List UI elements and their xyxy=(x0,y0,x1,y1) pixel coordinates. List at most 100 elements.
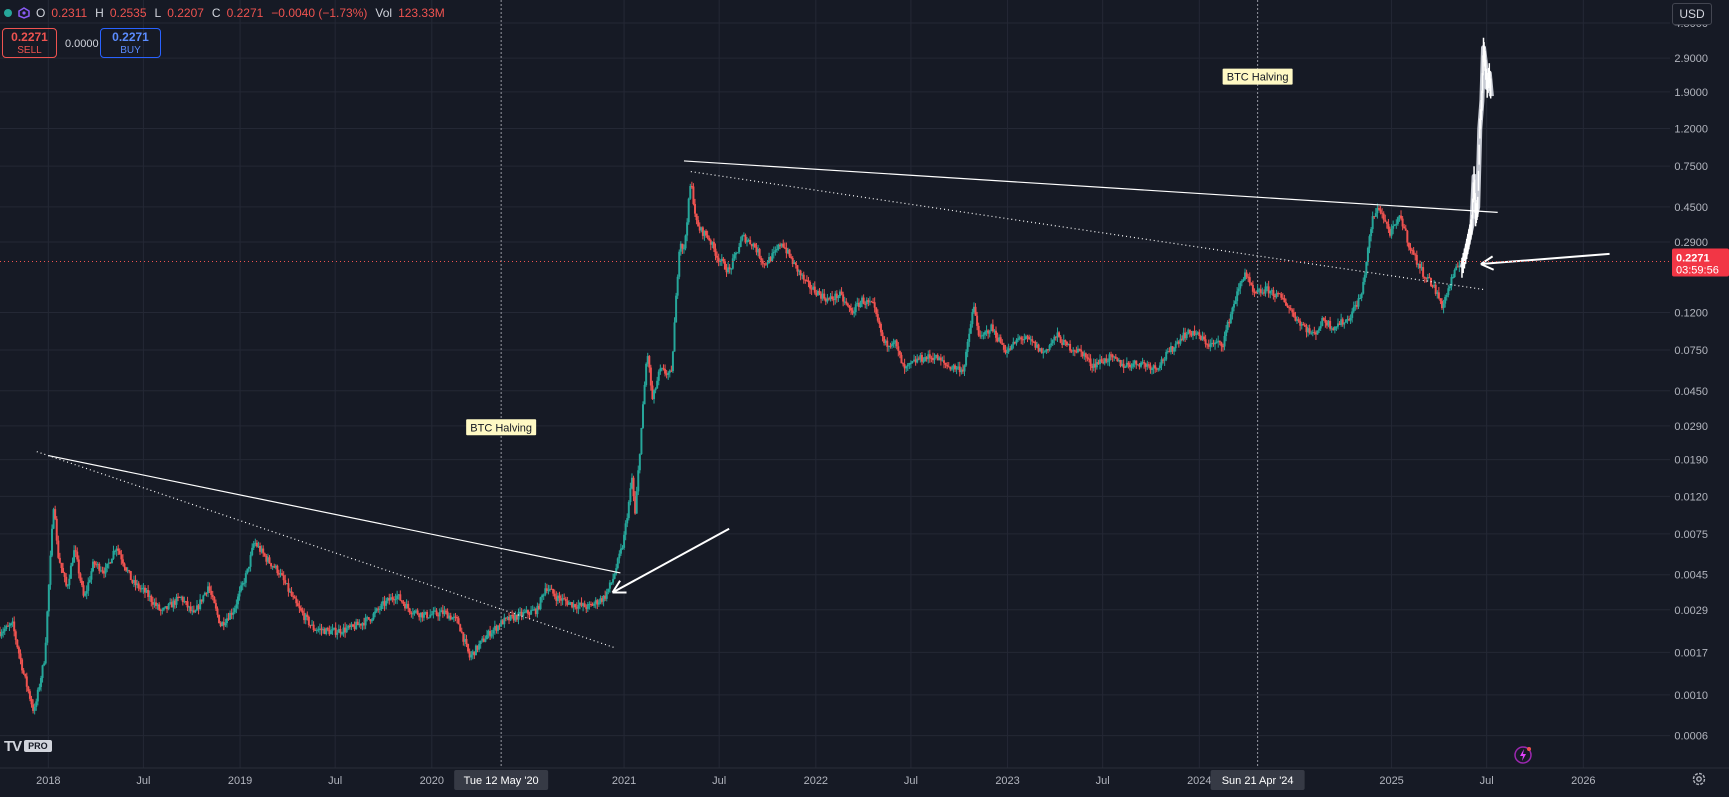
candle-body xyxy=(1042,352,1044,353)
candle-body xyxy=(889,346,891,347)
candle-body xyxy=(412,613,414,614)
candle-body xyxy=(246,569,248,574)
candle-body xyxy=(1260,289,1262,293)
lightning-icon[interactable] xyxy=(1512,744,1534,766)
candle-body xyxy=(13,622,15,632)
price-axis-label: 0.0010 xyxy=(1674,690,1708,702)
candle-body xyxy=(1131,367,1133,368)
candle-body xyxy=(759,249,761,258)
candle-body xyxy=(484,639,486,642)
candle-body xyxy=(218,615,220,623)
buy-button[interactable]: 0.2271 BUY xyxy=(100,28,161,58)
candle-body xyxy=(1291,310,1293,313)
candle-body xyxy=(423,613,425,617)
candle-body xyxy=(845,301,847,303)
currency-selector[interactable]: USD xyxy=(1672,3,1712,25)
candle-body xyxy=(216,609,218,615)
candle-body xyxy=(16,640,18,647)
candle-body xyxy=(1058,332,1060,336)
candle-body xyxy=(1397,217,1399,224)
candle-body xyxy=(724,261,726,269)
candle-body xyxy=(677,277,679,296)
grid-layer xyxy=(0,0,1670,768)
candle-body xyxy=(934,358,936,360)
price-axis-label: 0.0290 xyxy=(1674,421,1708,433)
market-status-icon xyxy=(4,9,12,17)
gear-icon[interactable] xyxy=(1690,770,1708,788)
candle-body xyxy=(1011,345,1013,350)
candle-body xyxy=(1318,328,1320,330)
candle-body xyxy=(891,344,893,346)
candle-body xyxy=(707,235,709,238)
candle-body xyxy=(628,502,630,518)
candle-body xyxy=(1255,292,1257,293)
candle-body xyxy=(1175,344,1177,348)
candle-body xyxy=(401,600,403,601)
current-price-label: 0.2271 xyxy=(1676,252,1710,264)
candle-body xyxy=(1395,224,1397,225)
tradingview-logo[interactable]: TV PRO xyxy=(4,738,52,754)
candle-body xyxy=(49,556,51,585)
price-axis-label: 0.0190 xyxy=(1674,455,1708,467)
price-axis-label: 0.0006 xyxy=(1674,731,1708,743)
candle-body xyxy=(1224,336,1226,347)
candle-body xyxy=(878,321,880,324)
candle-body xyxy=(971,312,973,324)
candle-body xyxy=(373,613,375,619)
candle-body xyxy=(1335,327,1337,328)
candle-body xyxy=(1173,348,1175,351)
price-axis-label: 2.9000 xyxy=(1674,53,1708,65)
candle-body xyxy=(1290,308,1292,310)
candle-body xyxy=(18,647,20,653)
candle-body xyxy=(253,543,255,547)
candle-body xyxy=(814,287,816,293)
candle-body xyxy=(209,586,211,591)
candle-body xyxy=(124,564,126,568)
candle-body xyxy=(371,619,373,621)
candle-body xyxy=(26,676,28,686)
candle-body xyxy=(629,488,631,502)
candle-body xyxy=(850,308,852,311)
candle-body xyxy=(1449,286,1451,288)
candle-body xyxy=(436,611,438,615)
time-axis-label: 2018 xyxy=(36,775,60,787)
candle-body xyxy=(841,292,843,295)
candle-body xyxy=(1367,248,1369,262)
candle-body xyxy=(800,271,802,276)
candle-body xyxy=(112,551,114,559)
candle-body xyxy=(609,583,611,589)
candle-body xyxy=(653,390,655,399)
candle-body xyxy=(984,332,986,335)
candle-body xyxy=(923,361,925,362)
candle-body xyxy=(1031,339,1033,341)
candle-body xyxy=(766,263,768,264)
time-axis-label: 2023 xyxy=(995,775,1019,787)
candle-body xyxy=(1304,325,1306,327)
candle-body xyxy=(639,454,641,470)
time-axis-label: Jul xyxy=(136,775,150,787)
candle-body xyxy=(896,340,898,346)
candle-body xyxy=(1151,368,1153,369)
candle-body xyxy=(1195,334,1197,335)
sell-button[interactable]: 0.2271 SELL xyxy=(2,28,57,58)
candle-body xyxy=(73,550,75,562)
candle-body xyxy=(760,258,762,261)
candle-body xyxy=(716,256,718,258)
candle-body xyxy=(298,606,300,608)
candle-body xyxy=(105,568,107,574)
volume-label: Vol xyxy=(375,6,392,20)
candle-body xyxy=(897,346,899,351)
candle-body xyxy=(385,601,387,606)
candle-body xyxy=(776,249,778,250)
candle-body xyxy=(1050,343,1052,345)
candle-body xyxy=(4,629,6,632)
candle-body xyxy=(168,604,170,609)
candle-body xyxy=(1154,365,1156,368)
candle-body xyxy=(1105,358,1107,361)
candle-body xyxy=(837,296,839,298)
candle-body xyxy=(905,366,907,368)
candle-body xyxy=(478,644,480,650)
candle-body xyxy=(819,291,821,294)
